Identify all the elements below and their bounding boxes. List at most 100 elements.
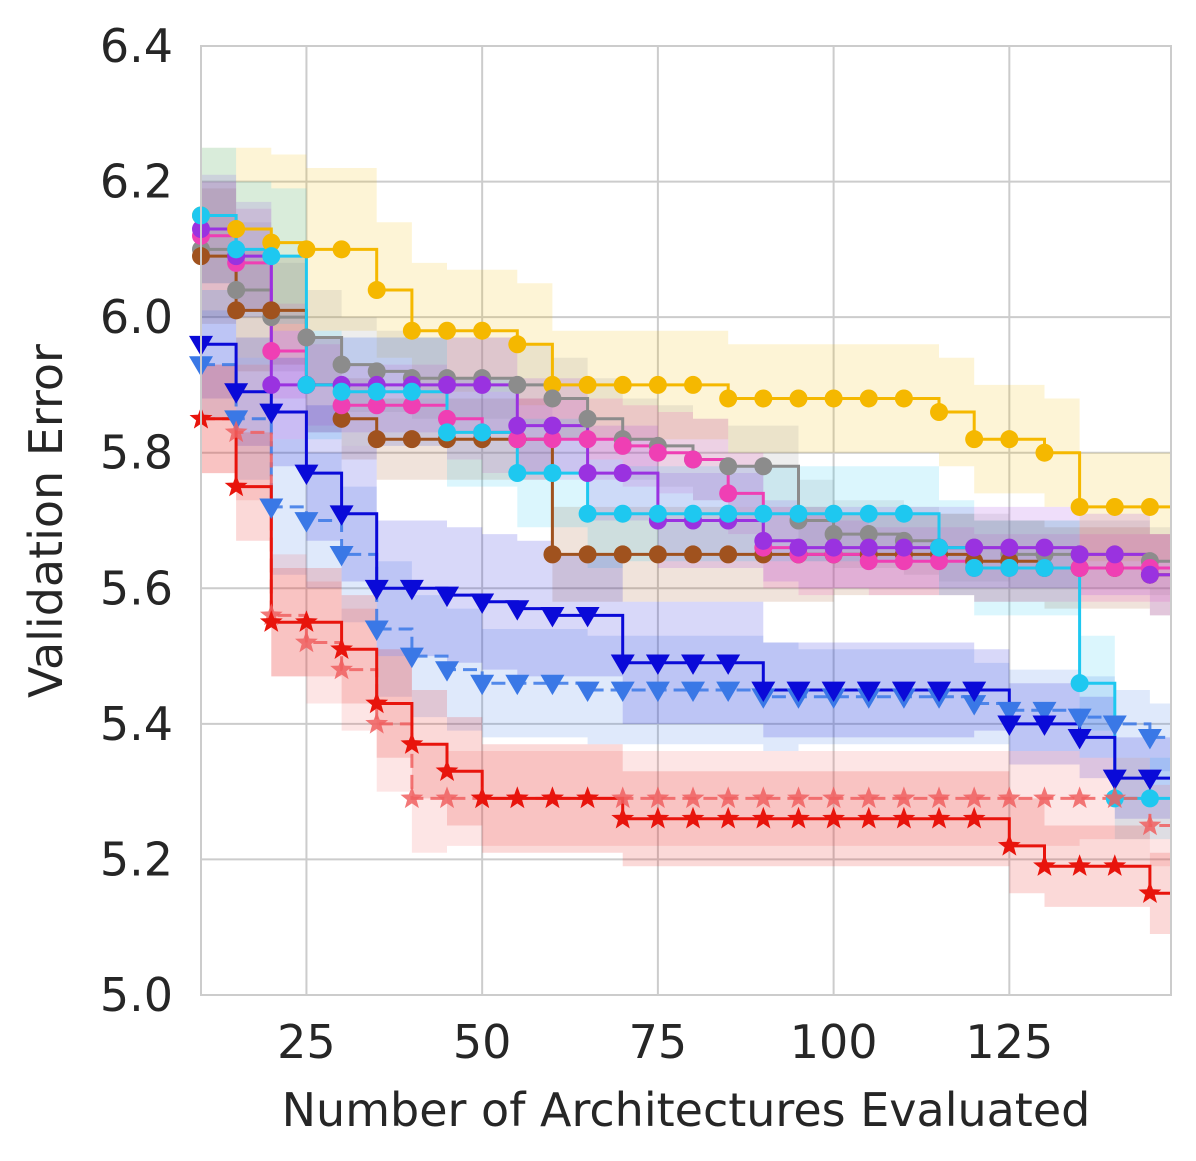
data-point-blue bbox=[399, 579, 424, 601]
data-point-red bbox=[822, 806, 845, 829]
y-axis-title: Validation Error bbox=[19, 344, 73, 698]
data-point-light-blue-dashed bbox=[716, 681, 741, 702]
data-point-red bbox=[576, 786, 599, 809]
data-point-cyan bbox=[227, 240, 246, 259]
data-point-orange bbox=[719, 389, 738, 408]
data-point-orange bbox=[297, 240, 316, 259]
data-point-orange bbox=[1105, 497, 1124, 516]
data-point-purple bbox=[789, 538, 808, 557]
data-point-red bbox=[681, 806, 705, 829]
data-point-salmon-dashed bbox=[681, 786, 705, 809]
data-point-salmon-dashed bbox=[751, 786, 775, 809]
data-point-light-blue-dashed bbox=[435, 661, 460, 682]
data-point-purple bbox=[438, 375, 457, 394]
data-point-salmon-dashed bbox=[330, 657, 353, 680]
data-point-cyan bbox=[1000, 558, 1019, 577]
data-point-blue bbox=[645, 654, 670, 675]
data-point-brown bbox=[613, 545, 632, 564]
data-point-red bbox=[857, 806, 881, 829]
data-point-cyan bbox=[1070, 674, 1089, 693]
data-point-blue bbox=[575, 607, 600, 628]
data-point-blue bbox=[1032, 715, 1057, 736]
data-point-red bbox=[1068, 854, 1091, 876]
data-point-orange bbox=[508, 335, 527, 354]
data-point-purple bbox=[859, 538, 878, 557]
data-point-blue bbox=[891, 681, 916, 702]
data-point-orange bbox=[578, 375, 597, 394]
data-point-brown bbox=[648, 545, 667, 564]
data-point-brown bbox=[367, 430, 386, 449]
data-point-red bbox=[646, 806, 670, 829]
data-point-red bbox=[751, 806, 775, 829]
data-point-gray bbox=[227, 281, 246, 300]
data-point-pink bbox=[894, 552, 913, 571]
data-point-pink bbox=[613, 436, 632, 455]
data-point-orange bbox=[648, 375, 667, 394]
data-point-salmon-dashed bbox=[435, 786, 459, 809]
data-point-salmon-dashed bbox=[822, 786, 845, 809]
data-point-purple bbox=[262, 375, 281, 394]
data-point-pink bbox=[438, 409, 457, 428]
data-point-cyan bbox=[859, 504, 878, 523]
y-tick-label: 5.8 bbox=[100, 426, 173, 480]
data-point-cyan bbox=[508, 464, 527, 483]
data-point-light-blue-dashed bbox=[962, 695, 987, 716]
data-point-salmon-dashed bbox=[1033, 786, 1056, 809]
y-tick-label: 6.4 bbox=[100, 19, 173, 73]
data-point-orange bbox=[1140, 497, 1159, 516]
data-point-gray bbox=[297, 328, 316, 347]
series-markers bbox=[189, 206, 1162, 903]
data-point-blue bbox=[681, 654, 706, 675]
data-point-red bbox=[716, 806, 740, 829]
data-point-blue bbox=[716, 654, 741, 675]
data-point-red bbox=[365, 691, 389, 714]
data-point-pink bbox=[1105, 558, 1124, 577]
data-point-purple bbox=[824, 538, 843, 557]
data-point-red bbox=[1103, 854, 1127, 876]
data-point-brown bbox=[578, 545, 597, 564]
data-point-light-blue-dashed bbox=[329, 545, 354, 567]
x-tick-labels: 25 50 75 100 125 bbox=[277, 1015, 1053, 1069]
data-point-cyan bbox=[754, 504, 773, 523]
data-point-light-blue-dashed bbox=[294, 512, 319, 533]
data-point-red bbox=[470, 786, 494, 809]
data-point-cyan bbox=[543, 464, 562, 483]
data-point-light-blue-dashed bbox=[364, 620, 389, 641]
data-point-red bbox=[927, 806, 951, 829]
data-point-purple bbox=[894, 538, 913, 557]
data-point-orange bbox=[227, 220, 246, 239]
data-point-blue bbox=[294, 464, 319, 486]
data-point-orange bbox=[543, 375, 562, 394]
data-point-purple bbox=[1000, 538, 1019, 557]
data-point-cyan bbox=[578, 504, 597, 523]
data-point-light-blue-dashed bbox=[259, 498, 284, 519]
data-point-salmon-dashed bbox=[646, 786, 670, 809]
data-point-purple bbox=[965, 538, 984, 557]
data-point-light-blue-dashed bbox=[575, 681, 600, 702]
data-point-orange bbox=[473, 321, 492, 340]
data-point-brown bbox=[719, 545, 738, 564]
data-point-cyan bbox=[719, 504, 738, 523]
data-point-light-blue-dashed bbox=[505, 674, 530, 696]
data-point-salmon-dashed bbox=[611, 786, 635, 809]
x-axis-title: Number of Architectures Evaluated bbox=[282, 1083, 1091, 1137]
data-point-purple bbox=[1105, 545, 1124, 564]
data-point-cyan bbox=[1140, 789, 1159, 808]
data-point-cyan bbox=[684, 504, 703, 523]
data-point-salmon-dashed bbox=[716, 786, 740, 809]
data-point-pink bbox=[543, 430, 562, 449]
data-point-red bbox=[295, 610, 318, 632]
data-point-orange bbox=[1070, 497, 1089, 516]
data-point-blue bbox=[470, 593, 495, 614]
data-point-salmon-dashed bbox=[1068, 786, 1091, 809]
data-point-cyan bbox=[332, 382, 351, 401]
data-point-light-blue-dashed bbox=[540, 674, 565, 696]
data-point-pink bbox=[930, 552, 949, 571]
data-point-orange bbox=[789, 389, 808, 408]
data-point-blue bbox=[364, 579, 389, 601]
data-point-blue bbox=[927, 681, 952, 702]
data-point-cyan bbox=[1035, 558, 1054, 577]
data-point-salmon-dashed bbox=[787, 786, 810, 809]
data-point-purple bbox=[1070, 545, 1089, 564]
